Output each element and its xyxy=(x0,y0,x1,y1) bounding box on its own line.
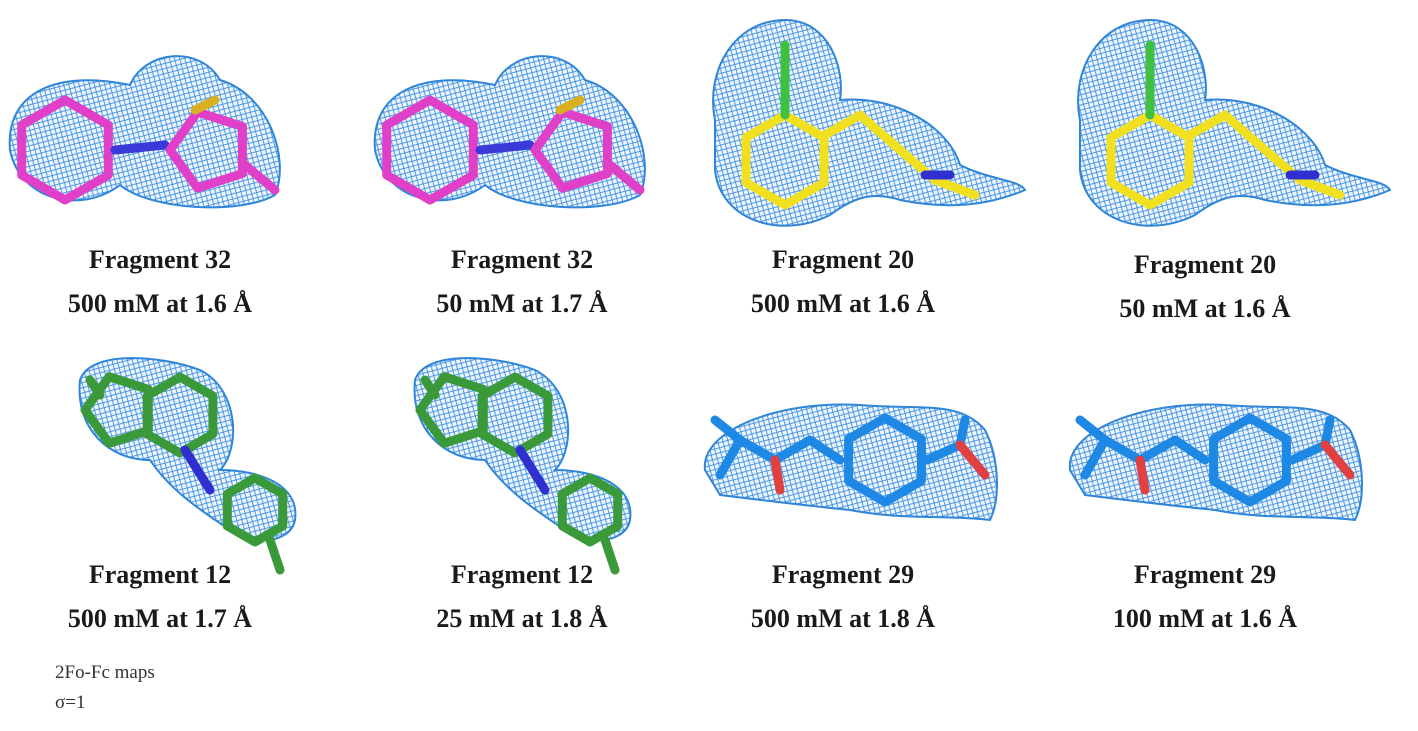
panel-title: Fragment 29 xyxy=(1134,560,1276,589)
stick xyxy=(1100,435,1210,465)
stick xyxy=(165,107,247,193)
stick xyxy=(142,372,218,458)
stick xyxy=(110,140,170,155)
stick xyxy=(530,107,612,193)
panel-condition: 500 mM at 1.6 Å xyxy=(751,289,935,318)
stick xyxy=(557,473,623,547)
panel-title: Fragment 20 xyxy=(1134,250,1276,279)
panel-title: Fragment 20 xyxy=(772,245,914,274)
panel-condition: 50 mM at 1.7 Å xyxy=(436,289,607,318)
footnote: σ=1 xyxy=(55,692,85,713)
stick xyxy=(955,440,990,480)
stick xyxy=(605,160,645,195)
stick xyxy=(515,445,550,495)
panel-condition: 50 mM at 1.6 Å xyxy=(1119,294,1290,323)
stick xyxy=(555,95,585,115)
stick xyxy=(190,95,220,115)
panel-condition: 25 mM at 1.8 Å xyxy=(436,604,607,633)
panel-condition: 100 mM at 1.6 Å xyxy=(1113,604,1297,633)
density-mesh xyxy=(8,55,281,209)
stick xyxy=(265,535,285,575)
stick xyxy=(600,535,620,575)
panel-condition: 500 mM at 1.7 Å xyxy=(68,604,252,633)
labels: Fragment 32 500 mM at 1.6 Å Fragment 32 50 … xyxy=(68,245,1297,633)
stick xyxy=(844,413,926,507)
molecule-art xyxy=(8,18,1392,575)
stick xyxy=(420,375,440,400)
density-mesh xyxy=(373,55,646,209)
panel-condition: 500 mM at 1.8 Å xyxy=(751,604,935,633)
panel-title: Fragment 12 xyxy=(451,560,593,589)
stick xyxy=(477,372,553,458)
stick xyxy=(1135,455,1150,495)
stick xyxy=(240,160,280,195)
stick xyxy=(475,140,535,155)
stick xyxy=(735,435,845,465)
stick xyxy=(770,455,785,495)
stick xyxy=(180,445,215,495)
panel-condition: 500 mM at 1.6 Å xyxy=(68,289,252,318)
stick xyxy=(85,375,105,400)
panel-title: Fragment 32 xyxy=(451,245,593,274)
panel-title: Fragment 32 xyxy=(89,245,231,274)
stick xyxy=(382,95,478,205)
footnote: 2Fo-Fc maps xyxy=(55,662,155,683)
panel-title: Fragment 29 xyxy=(772,560,914,589)
stick xyxy=(222,473,288,547)
stick xyxy=(17,95,113,205)
panel-title: Fragment 12 xyxy=(89,560,231,589)
stick xyxy=(820,110,980,200)
stick xyxy=(1209,413,1291,507)
stick xyxy=(1320,440,1355,480)
stick xyxy=(1185,110,1345,200)
